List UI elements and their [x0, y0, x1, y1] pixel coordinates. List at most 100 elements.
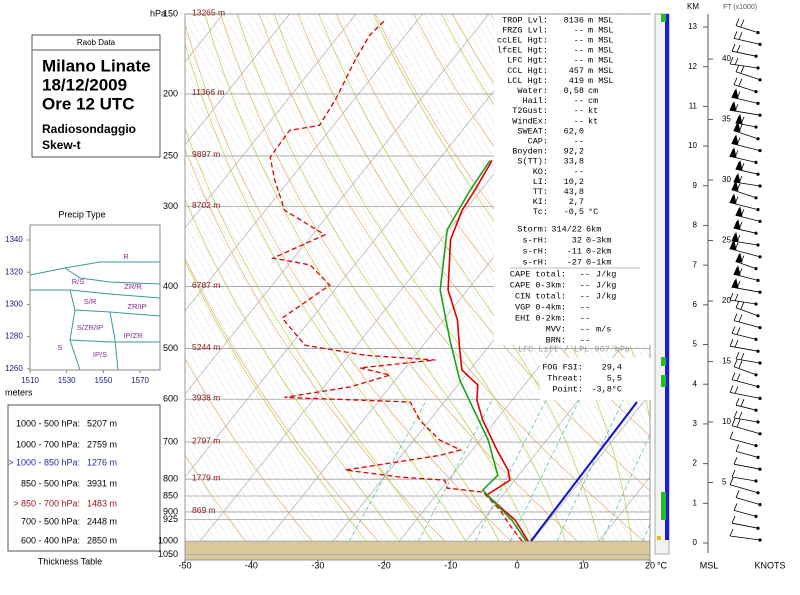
- barb-dot: [758, 42, 762, 47]
- barb-feather: [735, 18, 740, 26]
- thickness-label: 700 - 500 hPa:: [21, 516, 80, 526]
- index-text: s-rH:: [522, 235, 548, 245]
- barb-flag: [733, 265, 741, 276]
- dry-adiabat: [185, 358, 329, 560]
- barb-staff: [735, 215, 761, 222]
- ft-tick-label: 30: [722, 175, 731, 184]
- y-tick-label: 600: [163, 394, 178, 404]
- index-text: EHI 0-2km:: [515, 313, 566, 323]
- barb-dot: [758, 184, 762, 188]
- boundary: [69, 339, 81, 371]
- barb-staff: [733, 227, 757, 234]
- index-text: 0-1km: [586, 257, 612, 267]
- barb-staff: [733, 274, 759, 281]
- barb-staff: [735, 25, 759, 33]
- km-tick-label: 8: [693, 221, 698, 230]
- km-tick-label: 2: [693, 459, 698, 468]
- index-text: cm: [588, 96, 598, 106]
- index-text: m MSL: [588, 66, 614, 76]
- blue-line: [530, 401, 638, 542]
- barb-staff: [729, 484, 759, 494]
- barb-staff: [733, 463, 761, 470]
- raob-header: Raob Data: [77, 38, 116, 47]
- barb-feather: [738, 411, 743, 420]
- profile-blue: [665, 14, 669, 540]
- y-tick-label: 300: [163, 201, 178, 211]
- km-tick-label: 9: [693, 181, 698, 190]
- barb-dot: [758, 396, 762, 400]
- precip-region: S/ZR/IP: [77, 323, 103, 332]
- index-text: 314/22: [551, 224, 582, 234]
- barb-dot: [756, 491, 760, 495]
- index-text: 0-3km: [586, 235, 612, 245]
- barb-staff: [729, 248, 761, 258]
- index-text: T2Gust:: [512, 106, 548, 116]
- index-text: --: [574, 46, 584, 56]
- barb-staff: [735, 71, 761, 81]
- barb-feather: [733, 77, 738, 85]
- subtitle-2: Skew-t: [42, 138, 81, 152]
- km-label: KM: [687, 2, 699, 11]
- precip-region: IP/ZR: [123, 331, 143, 340]
- barb-dot: [756, 101, 760, 106]
- ft-tick-label: 20: [722, 296, 731, 305]
- barb-dot: [756, 208, 760, 212]
- barb-flag: [733, 219, 741, 230]
- boundary: [109, 311, 119, 371]
- dry-adiabat: [220, 14, 600, 560]
- index-text: FOG FSI:: [542, 362, 583, 372]
- barb-flag: [729, 147, 737, 158]
- precip-y-tick: 1340: [5, 235, 23, 244]
- barb-staff: [731, 333, 757, 340]
- moist-adiabat: [236, 14, 533, 542]
- time: Ore 12 UTC: [42, 94, 135, 113]
- barb-feather: [736, 373, 741, 381]
- barb-feather: [735, 444, 740, 452]
- moist-adiabat: [185, 260, 367, 542]
- index-text: 6km: [586, 224, 601, 234]
- barb-staff: [729, 156, 757, 163]
- indices-box: [494, 15, 654, 345]
- barb-dot: [756, 314, 760, 318]
- index-text: 62,0: [564, 126, 584, 136]
- index-text: CIN total:: [515, 291, 566, 301]
- barb-staff: [731, 522, 759, 529]
- barb-feather: [740, 301, 745, 309]
- thickness-label: 600 - 400 hPa:: [21, 535, 80, 545]
- barb-dot: [754, 443, 758, 448]
- precip-y-tick: 1320: [5, 267, 23, 276]
- barb-flag: [731, 231, 739, 242]
- barb-staff: [733, 320, 761, 328]
- msl-label: MSL: [700, 560, 719, 570]
- height-label: 2797 m: [192, 435, 220, 445]
- precip-region: R/S: [72, 277, 85, 286]
- barb-dot: [758, 290, 762, 294]
- barb-dot: [758, 149, 762, 153]
- moist-adiabat: [185, 42, 467, 542]
- barb-flag: [729, 239, 737, 250]
- moist-adiabat: [204, 14, 500, 542]
- profile-green: [661, 492, 666, 520]
- fog-box: [540, 358, 654, 400]
- index-text: CCL Hgt:: [507, 66, 548, 76]
- index-text: --: [580, 324, 590, 334]
- height-label: 8702 m: [192, 200, 220, 210]
- height-label: 5244 m: [192, 342, 220, 352]
- index-text: Water:: [517, 86, 548, 96]
- index-text: 0,58: [564, 86, 584, 96]
- profile-green: [661, 375, 666, 387]
- barb-staff: [733, 366, 757, 376]
- precip-y-tick: 1300: [5, 300, 23, 309]
- barb-dot: [754, 231, 758, 235]
- barb-staff: [735, 497, 761, 505]
- precip-x-tick: 1510: [21, 376, 39, 385]
- index-text: 457: [569, 66, 584, 76]
- barb-staff: [735, 358, 761, 364]
- date: 18/12/2009: [42, 75, 127, 94]
- km-tick-label: 3: [693, 419, 698, 428]
- index-text: WindEx:: [512, 116, 548, 126]
- dry-adiabat: [258, 14, 650, 547]
- barb-staff: [735, 451, 759, 458]
- ft-label: FT (x1000): [723, 4, 757, 11]
